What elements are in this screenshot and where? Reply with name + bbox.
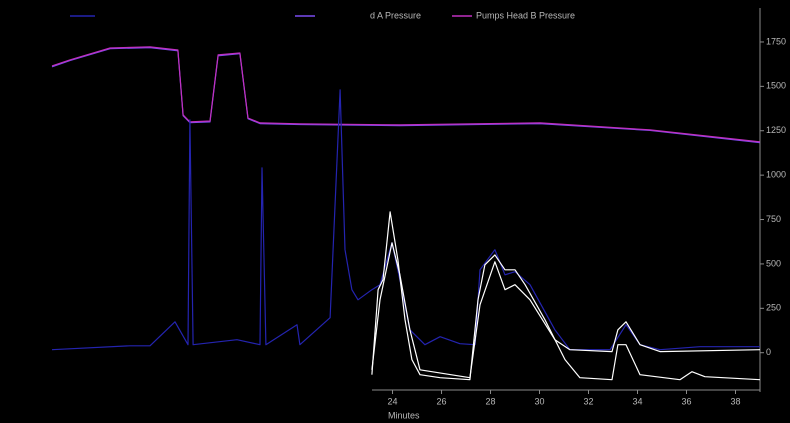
y-tick-label: 500 — [766, 258, 781, 268]
x-tick-label: 30 — [535, 396, 545, 406]
series-line — [371, 242, 761, 379]
y-tick-label: 750 — [766, 214, 781, 224]
y-tick-label: 1750 — [766, 36, 786, 46]
y-tick-label: 250 — [766, 303, 781, 313]
x-tick-label: 34 — [633, 396, 643, 406]
x-axis-label: Minutes — [388, 410, 420, 420]
x-tick-label: 28 — [486, 396, 496, 406]
x-tick-label: 24 — [388, 396, 398, 406]
y-tick-label: 1000 — [766, 170, 786, 180]
x-tick-label: 36 — [681, 396, 691, 406]
legend-label: d A Pressure — [370, 10, 421, 20]
series-line — [51, 46, 761, 143]
x-tick-label: 32 — [584, 396, 594, 406]
x-tick-label: 26 — [437, 396, 447, 406]
series-line — [51, 89, 760, 351]
y-tick-label: 1250 — [766, 125, 786, 135]
x-tick-label: 38 — [730, 396, 740, 406]
y-tick-label: 1500 — [766, 81, 786, 91]
y-tick-label: 0 — [766, 347, 771, 357]
legend-label: Pumps Head B Pressure — [476, 10, 575, 20]
